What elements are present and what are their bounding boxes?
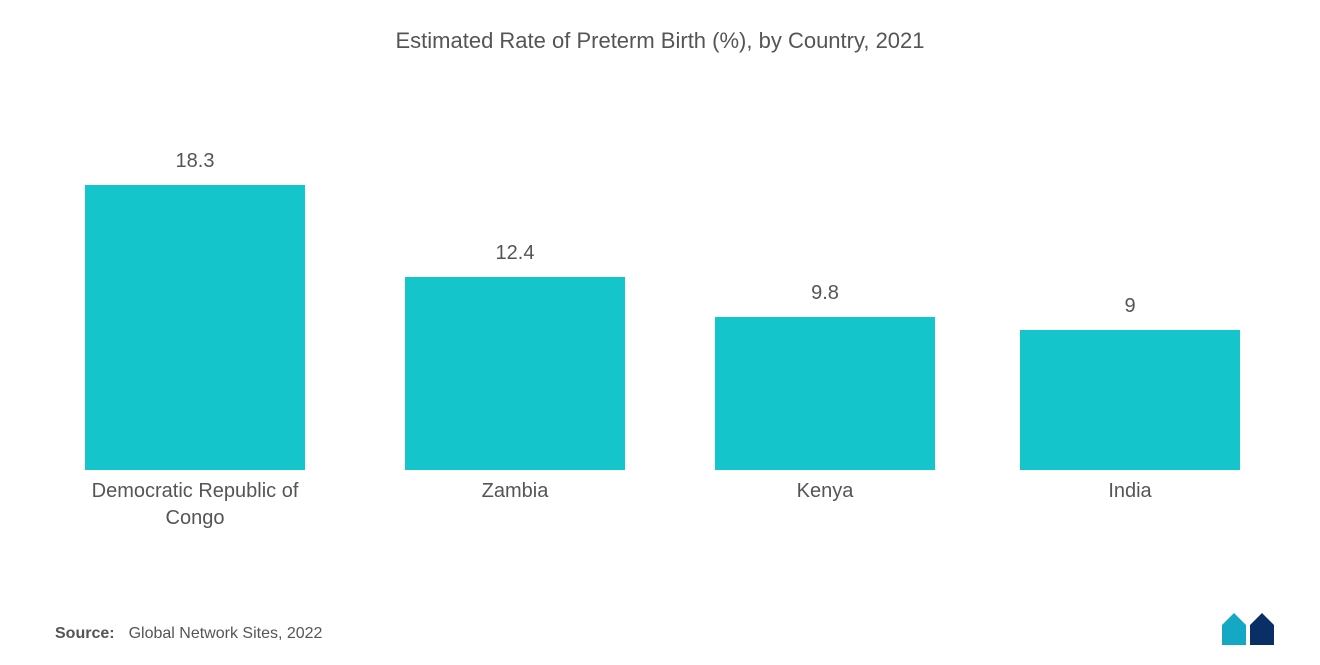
x-axis-label: India <box>1000 478 1260 505</box>
bar-group: 9 <box>1020 295 1240 470</box>
source-text: Global Network Sites, 2022 <box>129 625 323 642</box>
bar-group: 9.8 <box>715 282 935 470</box>
logo-shape-1 <box>1222 613 1246 645</box>
bar-value-label: 18.3 <box>176 150 215 173</box>
bar-group: 12.4 <box>405 242 625 470</box>
x-axis-label: Zambia <box>385 478 645 505</box>
source-label: Source: <box>55 625 115 642</box>
bar-value-label: 9.8 <box>811 282 839 305</box>
chart-title: Estimated Rate of Preterm Birth (%), by … <box>0 0 1320 64</box>
bar <box>715 317 935 470</box>
bar-group: 18.3 <box>85 150 305 470</box>
bar <box>405 277 625 470</box>
x-axis-label: Democratic Republic of Congo <box>65 478 325 532</box>
bar <box>1020 330 1240 470</box>
x-axis-label: Kenya <box>695 478 955 505</box>
bar <box>85 185 305 470</box>
logo-shape-2 <box>1250 613 1274 645</box>
chart-plot-area: 18.3 12.4 9.8 9 <box>55 110 1265 470</box>
bar-value-label: 12.4 <box>496 242 535 265</box>
source-citation: Source: Global Network Sites, 2022 <box>55 625 322 643</box>
brand-logo <box>1220 611 1280 647</box>
bar-value-label: 9 <box>1124 295 1135 318</box>
